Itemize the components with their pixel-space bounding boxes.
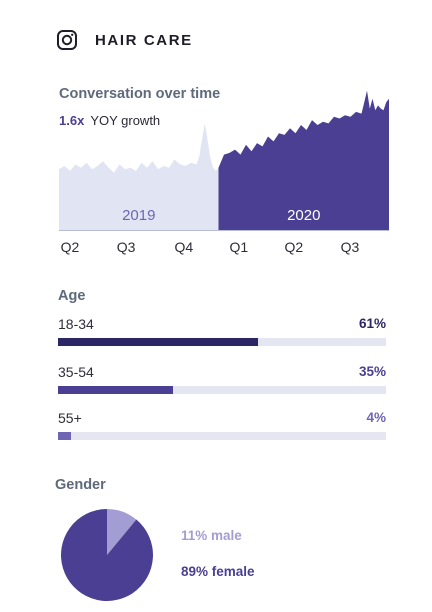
gender-title: Gender bbox=[55, 477, 106, 493]
age-row: 18-34 61% bbox=[58, 316, 386, 348]
gender-pie-chart bbox=[60, 509, 153, 601]
x-tick-label: Q2 bbox=[61, 239, 80, 255]
age-bar-track bbox=[58, 432, 386, 440]
age-title: Age bbox=[58, 288, 86, 304]
yoy-value: 1.6x bbox=[59, 113, 85, 128]
age-percent-label: 4% bbox=[366, 410, 386, 425]
age-bar-fill bbox=[58, 338, 259, 346]
age-bar-fill bbox=[58, 386, 173, 394]
x-tick-label: Q3 bbox=[341, 239, 360, 255]
age-category-label: 55+ bbox=[58, 410, 82, 426]
x-tick-label: Q3 bbox=[117, 239, 136, 255]
page-title: HAIR CARE bbox=[95, 31, 193, 49]
pie-slice-female bbox=[60, 509, 153, 601]
x-tick-label: Q4 bbox=[175, 239, 194, 255]
period-label-2020: 2020 bbox=[287, 207, 320, 224]
age-bar-track bbox=[58, 338, 386, 346]
header: HAIR CARE bbox=[56, 28, 193, 52]
conversation-area-chart: 2019 2020 Q2 Q3 Q4 Q1 Q2 Q3 bbox=[59, 90, 389, 255]
conversation-title: Conversation over time bbox=[59, 86, 221, 102]
age-bar-fill bbox=[58, 432, 72, 440]
area-2020 bbox=[218, 90, 389, 230]
age-percent-label: 35% bbox=[358, 364, 386, 379]
age-category-label: 35-54 bbox=[58, 364, 94, 380]
age-row: 35-54 35% bbox=[58, 364, 386, 396]
age-bar-track bbox=[58, 386, 386, 394]
pie-slice-male bbox=[107, 509, 137, 555]
age-category-label: 18-34 bbox=[58, 316, 94, 332]
gender-male-label: 11% male bbox=[181, 528, 242, 543]
area-2019 bbox=[59, 123, 219, 230]
yoy-growth: 1.6x YOY growth bbox=[59, 113, 160, 128]
instagram-icon bbox=[57, 30, 77, 50]
period-label-2019: 2019 bbox=[122, 207, 155, 224]
x-tick-label: Q1 bbox=[230, 239, 249, 255]
x-tick-label: Q2 bbox=[285, 239, 304, 255]
age-percent-label: 61% bbox=[358, 316, 386, 331]
age-row: 55+ 4% bbox=[58, 410, 386, 442]
gender-female-label: 89% female bbox=[181, 564, 255, 579]
yoy-label: YOY growth bbox=[90, 113, 161, 128]
